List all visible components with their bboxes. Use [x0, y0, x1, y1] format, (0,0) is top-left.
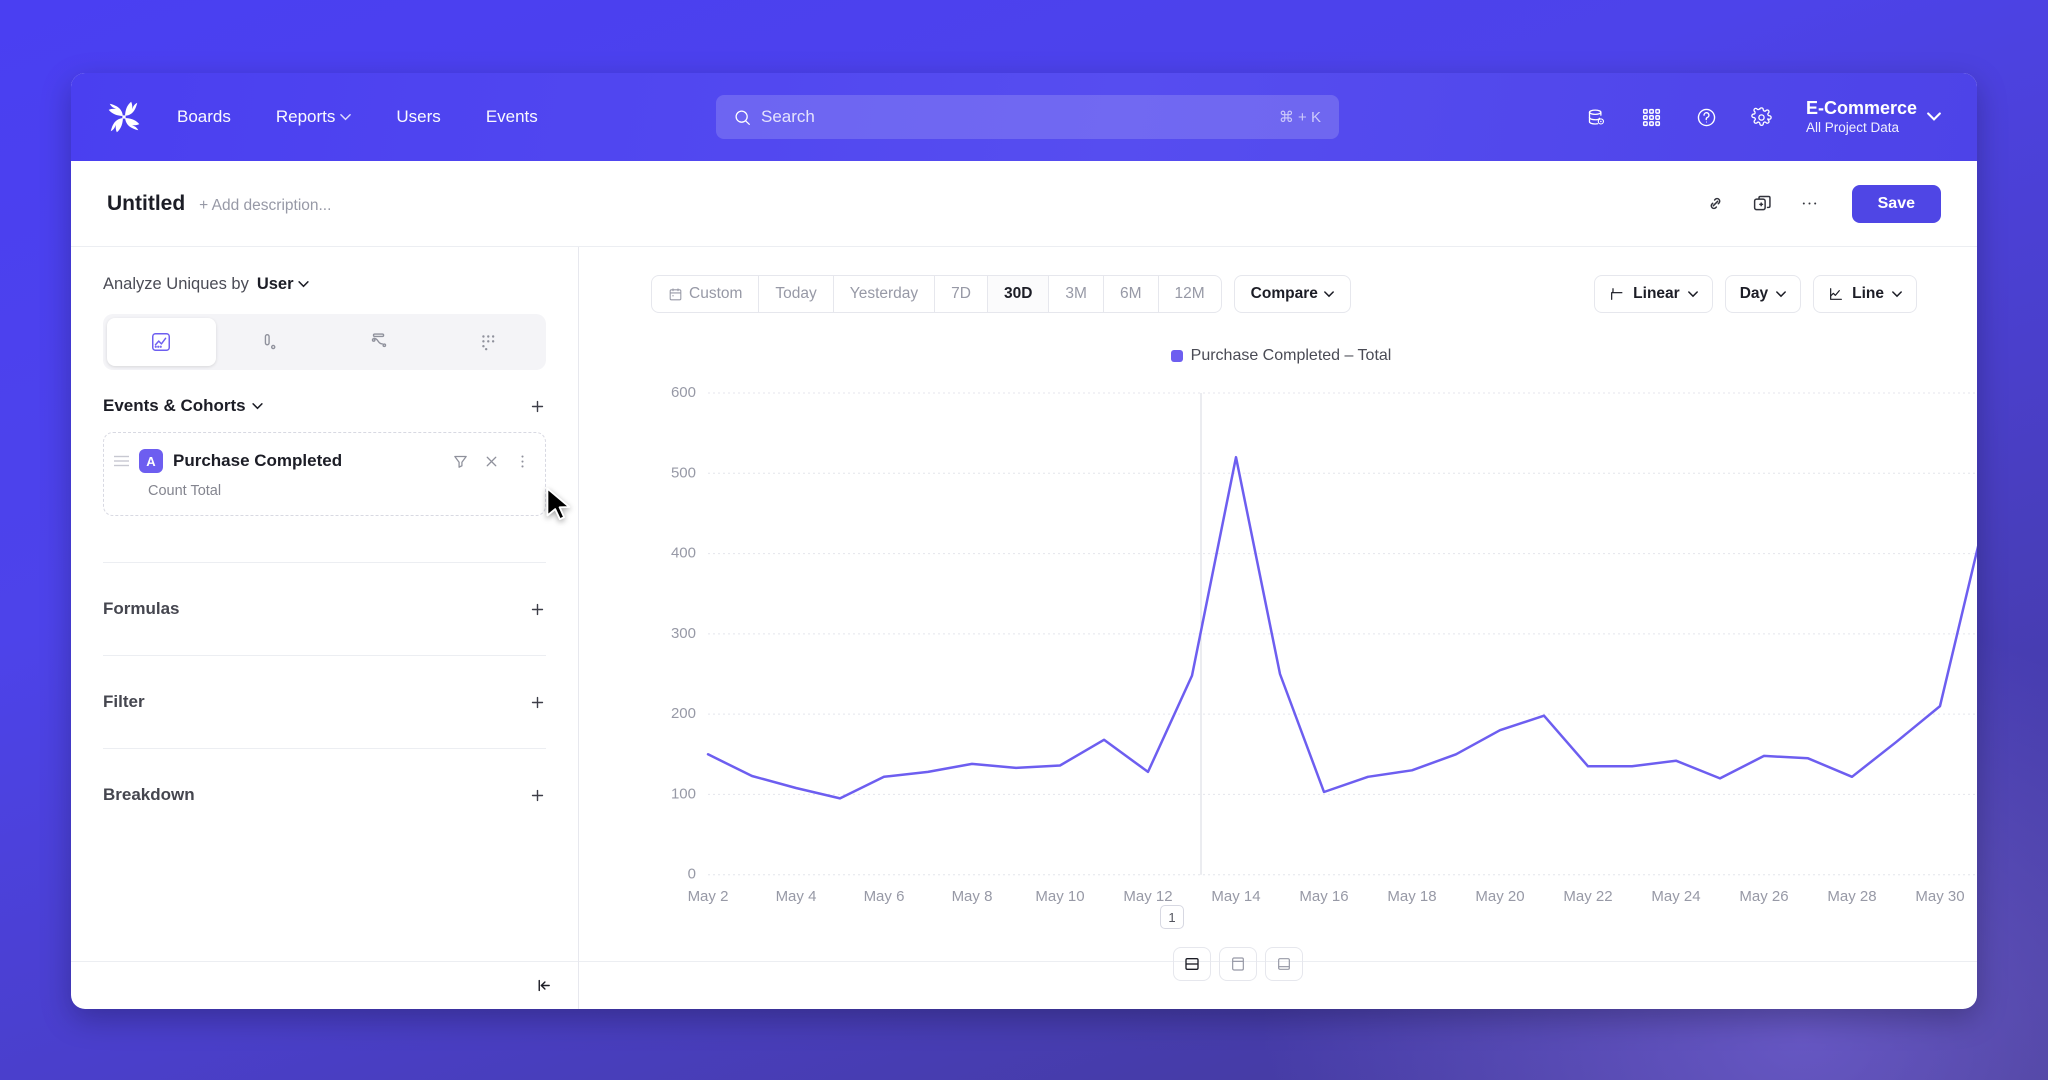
svg-text:May 28: May 28 — [1827, 888, 1876, 905]
svg-text:May 2: May 2 — [688, 888, 729, 905]
svg-text:600: 600 — [671, 384, 696, 401]
svg-text:0: 0 — [688, 866, 696, 883]
svg-text:300: 300 — [671, 625, 696, 642]
svg-text:May 14: May 14 — [1211, 888, 1260, 905]
svg-text:May 20: May 20 — [1475, 888, 1524, 905]
svg-text:May 24: May 24 — [1651, 888, 1700, 905]
svg-text:May 30: May 30 — [1915, 888, 1964, 905]
svg-text:May 8: May 8 — [952, 888, 993, 905]
svg-text:500: 500 — [671, 464, 696, 481]
svg-text:May 22: May 22 — [1563, 888, 1612, 905]
svg-text:May 18: May 18 — [1387, 888, 1436, 905]
svg-text:May 26: May 26 — [1739, 888, 1788, 905]
svg-text:100: 100 — [671, 785, 696, 802]
svg-text:200: 200 — [671, 705, 696, 722]
svg-text:May 4: May 4 — [776, 888, 817, 905]
svg-text:400: 400 — [671, 545, 696, 562]
svg-text:May 16: May 16 — [1299, 888, 1348, 905]
svg-text:May 10: May 10 — [1035, 888, 1084, 905]
svg-text:May 6: May 6 — [864, 888, 905, 905]
svg-text:May 12: May 12 — [1123, 888, 1172, 905]
